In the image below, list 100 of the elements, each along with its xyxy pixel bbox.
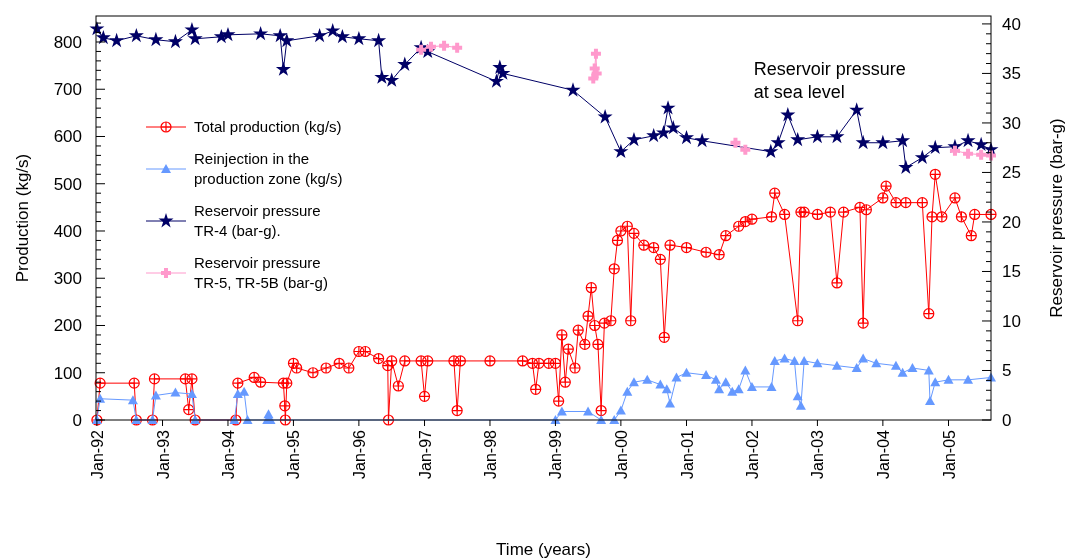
point [565,82,581,97]
x-tick-label: Jan-92 [88,429,106,479]
x-tick-label: Jan-98 [481,429,499,479]
point [831,360,842,370]
point [875,134,891,150]
y-tick-label: 0 [72,411,82,430]
y-axis-title: Production (kg/s) [13,153,32,283]
point [740,365,751,375]
point [907,363,918,373]
point [895,132,911,148]
point [701,370,712,380]
y2-tick-label: 0 [1002,411,1012,430]
point [642,374,653,384]
point [439,40,450,51]
point [646,127,662,143]
point [187,30,203,46]
point [279,32,295,48]
point [960,132,976,148]
point [95,29,111,45]
point [167,33,183,49]
point [780,107,796,122]
point [660,100,676,115]
y2-tick-label: 20 [1002,212,1021,232]
point [334,28,350,44]
point [622,386,633,396]
point [679,129,695,145]
point [615,405,626,415]
point [927,139,943,155]
point [849,102,865,117]
point [851,363,862,373]
annotation: Reservoir pressure at sea level [753,59,906,102]
point [613,143,629,159]
point [656,124,672,140]
point [655,379,666,389]
point [973,136,989,152]
point [371,32,387,48]
y2-tick-label: 5 [1002,361,1012,381]
y2-tick-label: 30 [1002,113,1021,133]
point [792,391,803,401]
point [740,144,751,155]
point [186,389,197,399]
point [220,26,236,42]
point [943,374,954,384]
y2-tick-label: 10 [1002,311,1021,331]
point [897,367,908,377]
point [681,367,692,377]
point [720,377,731,387]
point [597,109,613,124]
point [871,358,882,368]
point [495,65,511,80]
point [351,30,367,46]
point [488,73,504,88]
point [858,353,869,363]
point [275,61,291,76]
point [930,377,941,387]
point [710,374,721,384]
x-tick-label: Jan-02 [743,429,761,479]
point [325,22,341,38]
y-tick-label: 500 [53,174,82,194]
point [148,31,164,47]
point [184,21,200,37]
x-tick-label: Jan-97 [416,429,434,479]
point [976,149,987,160]
point [923,365,934,375]
x-axis-title: Time (years) [496,540,591,559]
point [914,149,930,164]
point [665,120,681,135]
point [694,132,710,148]
point [232,389,243,399]
point [925,396,936,406]
y-tick-label: 300 [53,269,82,289]
point [416,44,427,55]
point [855,134,871,150]
point [452,42,463,53]
point [769,355,780,365]
point [890,360,901,370]
point [963,374,974,384]
y2-tick-label: 25 [1002,163,1021,183]
x-tick-label: Jan-03 [809,429,827,479]
point [730,137,741,148]
point [170,387,181,397]
y-tick-label: 100 [53,363,82,383]
point [127,395,138,405]
legend-label: Reservoir pressure TR-4 (bar-g). [194,202,321,239]
point [790,131,806,147]
x-tick-label: Jan-94 [219,429,237,479]
x-tick-label: Jan-00 [612,429,630,479]
point [374,69,390,84]
point [789,355,800,365]
y2-tick-label: 15 [1002,262,1021,282]
point [239,386,250,396]
x-tick-label: Jan-95 [285,429,303,479]
point [746,381,757,391]
point [590,48,601,59]
point [312,27,328,43]
x-tick-label: Jan-04 [874,429,892,479]
point [384,72,400,87]
point [898,159,914,174]
y2-tick-label: 40 [1002,14,1021,34]
point [727,386,738,396]
